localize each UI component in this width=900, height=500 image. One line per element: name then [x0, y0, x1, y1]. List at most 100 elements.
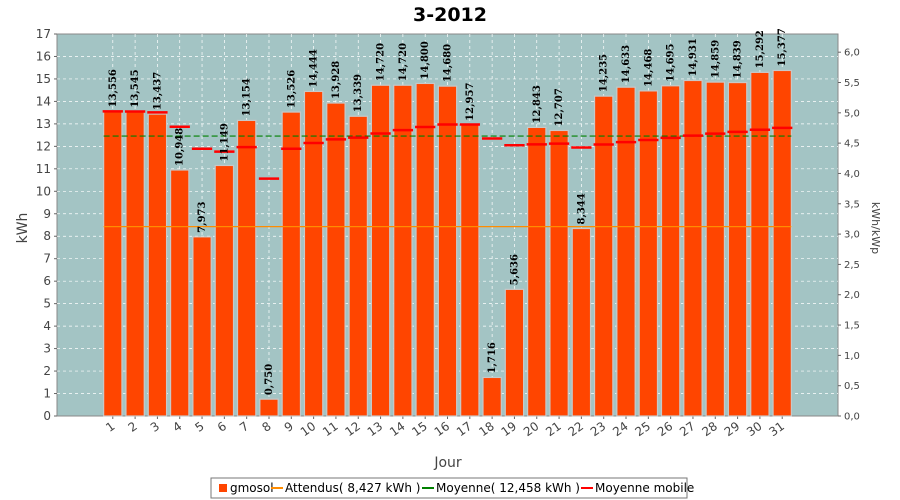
legend-swatch	[219, 484, 227, 492]
x-tick-label: 5	[192, 419, 206, 435]
x-tick-label: 21	[543, 419, 564, 439]
data-label: 14,859	[710, 40, 721, 78]
chart-title: 3-2012	[413, 4, 487, 26]
y-tick-label: 6	[43, 274, 51, 288]
y2-tick-label: 2,5	[844, 260, 860, 271]
y-tick-label: 17	[36, 27, 51, 41]
y2-tick-label: 6,0	[844, 48, 860, 59]
y-tick-label: 2	[43, 364, 51, 378]
y-tick-label: 0	[43, 409, 51, 423]
y-tick-label: 11	[36, 162, 51, 176]
y-tick-label: 14	[36, 94, 51, 108]
bar	[259, 398, 279, 417]
x-tick-label: 17	[454, 419, 475, 439]
x-tick-label: 18	[476, 419, 497, 439]
y2-tick-label: 1,5	[844, 321, 860, 332]
x-tick-label: 10	[298, 419, 319, 439]
bar	[281, 111, 302, 417]
x-tick-label: 28	[699, 419, 720, 439]
x-tick-label: 22	[566, 419, 587, 439]
bar	[593, 95, 614, 417]
data-label: 12,707	[554, 88, 565, 126]
y2-tick-label: 2,0	[844, 290, 860, 301]
data-label: 14,235	[599, 54, 610, 92]
x-tick-label: 9	[282, 419, 296, 435]
data-label: 13,526	[286, 70, 297, 108]
data-label: 7,973	[197, 201, 208, 232]
x-tick-label: 16	[432, 419, 453, 439]
bar	[683, 79, 703, 417]
y-tick-label: 13	[36, 117, 51, 131]
data-label: 14,444	[309, 49, 320, 87]
bar	[527, 126, 547, 417]
data-label: 15,292	[755, 30, 766, 68]
bar	[549, 129, 569, 417]
bar	[660, 85, 681, 417]
data-label: 0,750	[264, 364, 275, 395]
y-tick-label: 9	[43, 207, 51, 221]
y2-tick-label: 3,5	[844, 199, 860, 210]
bar	[370, 84, 391, 417]
legend-label: Moyenne( 12,458 kWh )	[436, 481, 580, 495]
data-label: 14,695	[666, 43, 677, 81]
x-tick-label: 6	[215, 419, 229, 435]
bar	[705, 81, 726, 417]
bar	[192, 236, 212, 417]
data-label: 5,636	[509, 254, 520, 285]
data-label: 15,377	[777, 28, 788, 66]
reference-lines	[103, 135, 792, 228]
data-label: 12,957	[465, 83, 476, 121]
bar	[393, 84, 413, 417]
x-axis-label: Jour	[433, 455, 462, 471]
legend-label: gmosol	[230, 481, 274, 495]
x-tick-label: 12	[342, 419, 363, 439]
data-label: 11,149	[219, 123, 230, 161]
bar	[303, 90, 324, 417]
x-tick-label: 2	[126, 419, 140, 435]
bar	[214, 164, 235, 417]
data-label: 10,948	[175, 128, 186, 166]
x-tick-label: 25	[633, 419, 654, 439]
bar	[169, 169, 190, 417]
bar	[236, 119, 257, 417]
x-tick-label: 19	[499, 419, 520, 439]
x-tick-label: 3	[148, 419, 162, 435]
y2-tick-label: 1,0	[844, 351, 860, 362]
data-labels: 13,556 13,545 13,437 10,948 7,973 11,149 13,15…	[108, 28, 788, 395]
bar	[147, 113, 168, 417]
legend: gmosol Attendus( 8,427 kWh ) Moyenne( 12,4…	[210, 477, 694, 499]
bar	[460, 124, 480, 417]
bar	[571, 227, 592, 417]
bar	[415, 82, 435, 417]
y2-tick-label: 4,5	[844, 139, 860, 150]
bar	[638, 90, 659, 417]
data-label: 8,344	[576, 193, 587, 224]
bar	[103, 110, 123, 417]
data-label: 14,720	[376, 43, 387, 81]
data-label: 14,680	[443, 44, 454, 82]
bar	[125, 111, 145, 417]
x-tick-label: 4	[170, 419, 184, 435]
legend-box	[210, 477, 688, 499]
x-tick-label: 27	[677, 419, 698, 439]
y2-axis-ticks: 0,0 0,5 1,0 1,5 2,0 2,5 3,0 3,5 4,0 4,5 5,0 5,5 6,0	[838, 48, 860, 423]
y2-tick-label: 0,0	[844, 412, 860, 423]
legend-label: Moyenne mobile	[595, 481, 694, 495]
x-tick-label: 31	[766, 419, 787, 439]
y-axis-label: kWh	[15, 213, 31, 244]
y-tick-label: 12	[36, 139, 51, 153]
bar	[326, 102, 346, 417]
x-axis-ticks: 1 2 3 4 5 6 7 8 9 10 11 12 13 14 15 16 17 18 19 20 21 22 23 24 2…	[103, 416, 787, 439]
y-tick-label: 7	[43, 252, 51, 266]
data-label: 13,545	[130, 69, 141, 107]
y2-tick-label: 0,5	[844, 381, 860, 392]
data-label: 14,633	[621, 45, 632, 83]
data-label: 14,468	[643, 49, 654, 87]
x-tick-label: 20	[521, 419, 542, 439]
y2-tick-label: 4,0	[844, 169, 860, 180]
bar	[727, 81, 748, 417]
x-tick-label: 24	[610, 419, 631, 439]
y2-tick-label: 5,0	[844, 108, 860, 119]
data-label: 14,931	[688, 38, 699, 76]
